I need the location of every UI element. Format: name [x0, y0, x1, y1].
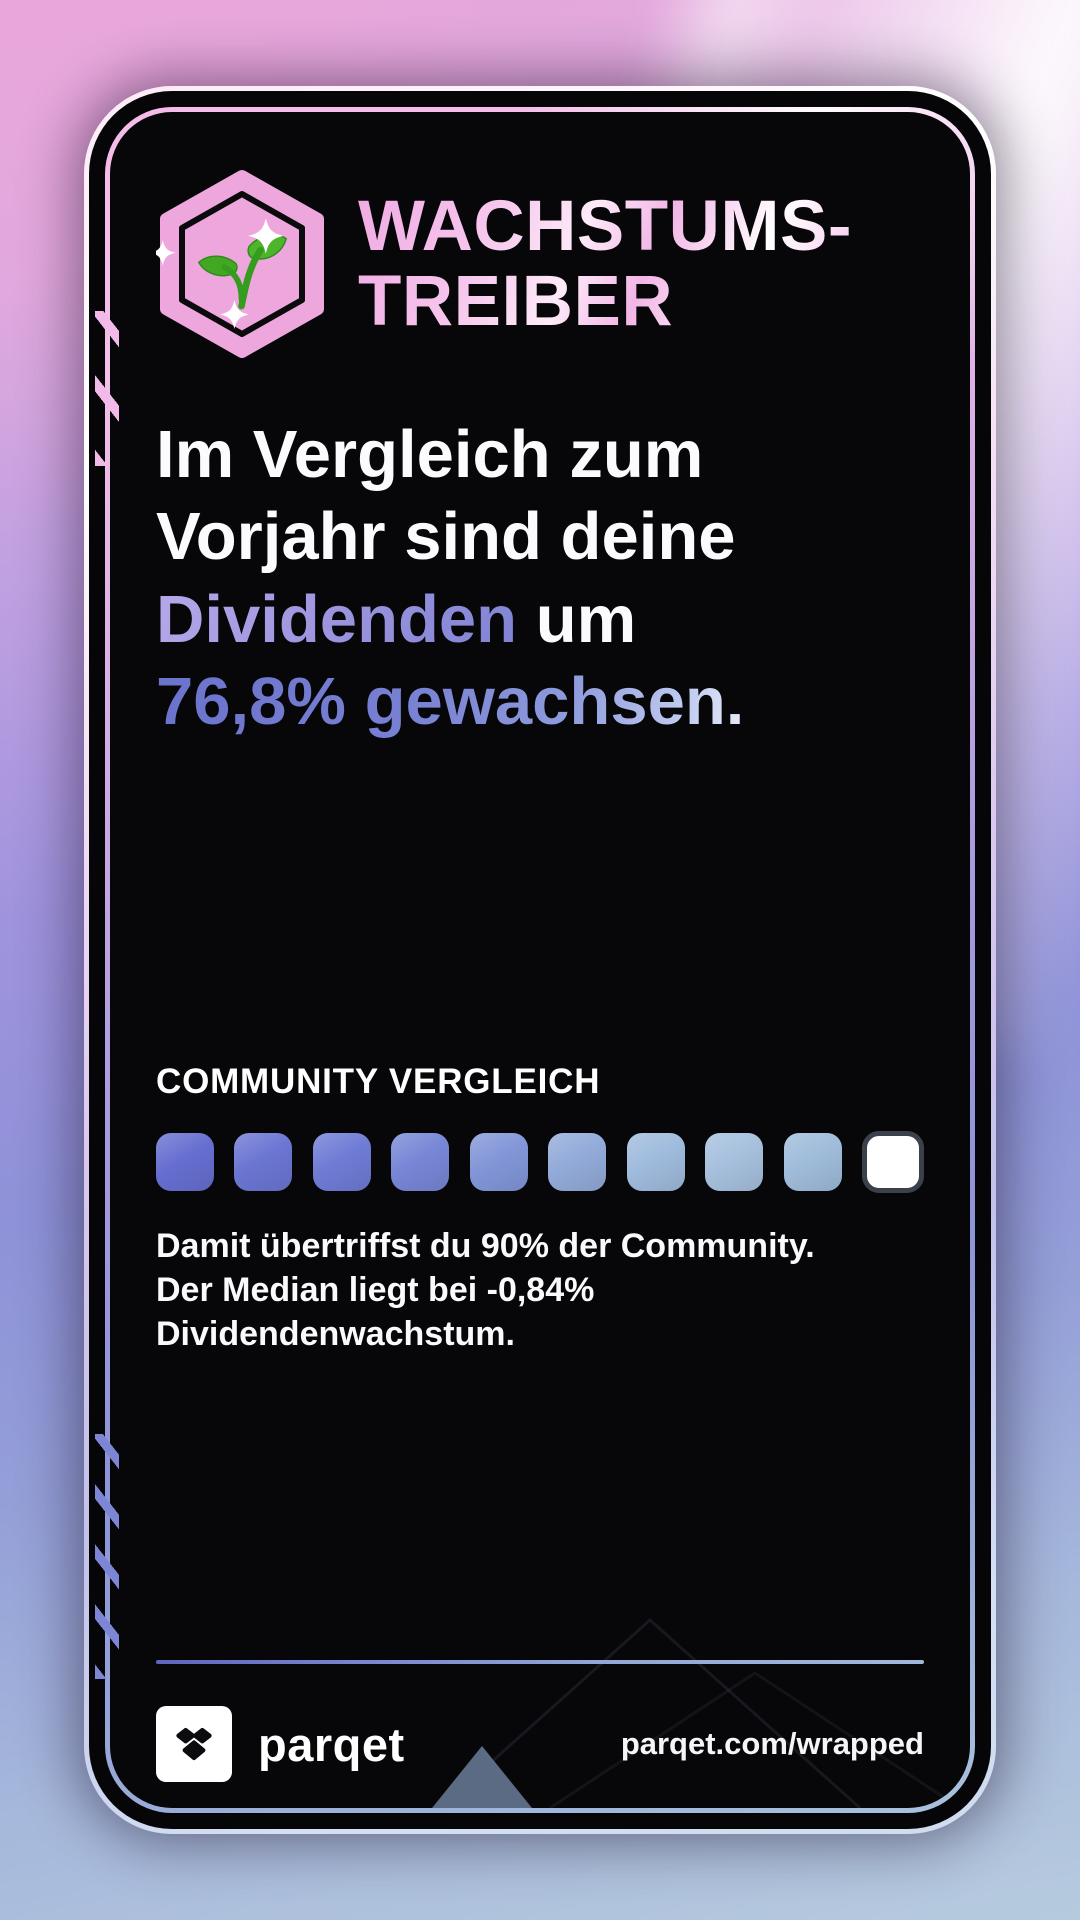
decorative-hatch-top-left [95, 311, 119, 466]
badge-row: WACHSTUMS- TREIBER [156, 112, 924, 360]
headline-line-1: Im Vergleich zum [156, 417, 704, 492]
growth-badge-sprout-icon [156, 170, 324, 358]
community-block [312, 1132, 371, 1191]
community-block [705, 1132, 764, 1191]
community-description-line-1: Damit übertriffst du 90% der Community. [156, 1226, 815, 1265]
parqet-logo-icon [176, 1727, 212, 1761]
headline: Im Vergleich zum Vorjahr sind deine Divi… [156, 414, 924, 744]
headline-line-3: Dividenden um [156, 579, 924, 661]
headline-line-3-rest: um [517, 581, 637, 657]
title-line-2: TREIBER [358, 262, 674, 341]
sparkles [156, 218, 284, 329]
phone-card-frame: WACHSTUMS- TREIBER Im Vergleich zum Vorja… [84, 86, 996, 1834]
community-block [626, 1132, 685, 1191]
community-comparison-label: COMMUNITY VERGLEICH [156, 1061, 601, 1101]
footer-divider [156, 1660, 924, 1664]
community-block [391, 1132, 450, 1191]
footer: parqet parqet.com/wrapped [156, 1660, 924, 1782]
headline-accent-growth: 76,8% gewachsen. [156, 664, 745, 740]
parqet-logo [156, 1706, 232, 1782]
community-percentile-bar [156, 1130, 924, 1193]
footer-row: parqet parqet.com/wrapped [156, 1706, 924, 1782]
community-block [469, 1132, 528, 1191]
community-block [156, 1132, 214, 1191]
community-description: Damit übertriffst du 90% der Community. … [156, 1224, 856, 1357]
community-block [548, 1132, 607, 1191]
phone-card-border-line: WACHSTUMS- TREIBER Im Vergleich zum Vorja… [105, 107, 975, 1813]
headline-accent-dividenden: Dividenden [156, 581, 518, 657]
phone-card-bezel: WACHSTUMS- TREIBER Im Vergleich zum Vorja… [89, 91, 991, 1829]
decorative-chevrons [438, 1617, 961, 1808]
brand-wordmark: parqet [258, 1717, 405, 1771]
card-content: WACHSTUMS- TREIBER Im Vergleich zum Vorja… [110, 112, 970, 1808]
community-block [783, 1132, 842, 1191]
community-description-line-2: Der Median liegt bei -0,84% Dividendenwa… [156, 1270, 595, 1353]
decorative-hatch-bottom-left [95, 1434, 119, 1679]
community-block-highlight [861, 1130, 924, 1193]
headline-line-4: 76,8% gewachsen. [156, 661, 924, 743]
title-line-1: WACHSTUMS- [358, 186, 853, 266]
community-block [234, 1132, 293, 1191]
footer-url: parqet.com/wrapped [620, 1726, 924, 1761]
headline-line-2: Vorjahr sind deine [156, 499, 736, 575]
page-title: WACHSTUMS- TREIBER [358, 189, 852, 340]
